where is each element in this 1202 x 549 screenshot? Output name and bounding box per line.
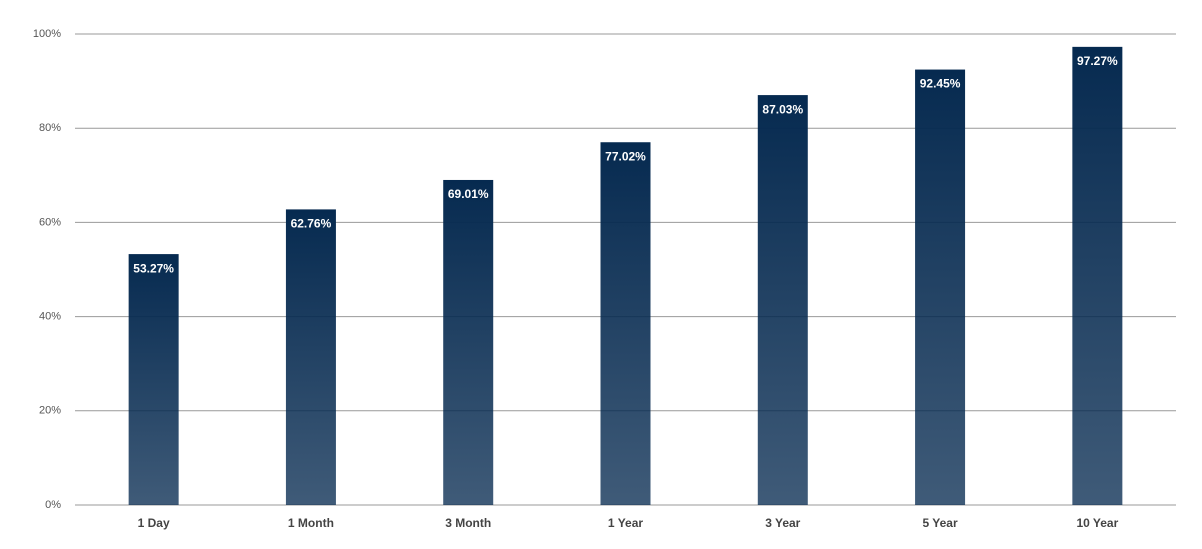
value-label: 77.02% (605, 149, 646, 163)
bar (443, 179, 494, 506)
value-label: 92.45% (920, 77, 961, 91)
bar (757, 95, 808, 506)
x-tick-label: 3 Year (765, 516, 800, 530)
bar (915, 69, 966, 506)
x-tick-label: 10 Year (1076, 516, 1118, 530)
bar (128, 254, 179, 505)
bar (285, 209, 336, 506)
y-tick-label: 80% (39, 122, 61, 134)
x-tick-label: 3 Month (445, 516, 491, 530)
value-label: 97.27% (1077, 54, 1118, 68)
y-tick-label: 0% (45, 499, 61, 511)
y-tick-label: 60% (39, 216, 61, 228)
y-tick-label: 20% (39, 405, 61, 417)
y-tick-label: 100% (33, 28, 61, 40)
value-label: 87.03% (762, 102, 803, 116)
bar (600, 142, 651, 506)
value-label: 53.27% (133, 261, 174, 275)
x-tick-label: 1 Month (288, 516, 334, 530)
x-tick-label: 1 Day (138, 516, 170, 530)
bar (1072, 46, 1123, 505)
value-label: 62.76% (291, 217, 332, 231)
x-tick-label: 1 Year (608, 516, 643, 530)
value-label: 69.01% (448, 187, 489, 201)
y-tick-label: 40% (39, 311, 61, 323)
x-tick-label: 5 Year (922, 516, 957, 530)
